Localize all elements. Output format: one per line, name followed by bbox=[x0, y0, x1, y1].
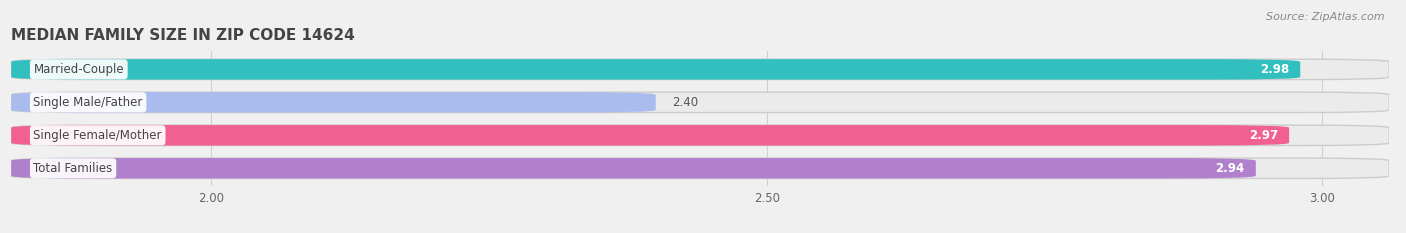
FancyBboxPatch shape bbox=[11, 158, 1256, 178]
FancyBboxPatch shape bbox=[11, 158, 1389, 178]
Text: 2.40: 2.40 bbox=[672, 96, 699, 109]
Text: Single Female/Mother: Single Female/Mother bbox=[34, 129, 162, 142]
Text: MEDIAN FAMILY SIZE IN ZIP CODE 14624: MEDIAN FAMILY SIZE IN ZIP CODE 14624 bbox=[11, 28, 354, 43]
FancyBboxPatch shape bbox=[11, 92, 1389, 113]
FancyBboxPatch shape bbox=[11, 92, 655, 113]
Text: 2.98: 2.98 bbox=[1260, 63, 1289, 76]
FancyBboxPatch shape bbox=[11, 59, 1389, 80]
Text: Married-Couple: Married-Couple bbox=[34, 63, 124, 76]
FancyBboxPatch shape bbox=[11, 125, 1289, 146]
Text: Source: ZipAtlas.com: Source: ZipAtlas.com bbox=[1267, 12, 1385, 22]
FancyBboxPatch shape bbox=[11, 125, 1389, 146]
Text: Total Families: Total Families bbox=[34, 162, 112, 175]
Text: 2.94: 2.94 bbox=[1215, 162, 1244, 175]
Text: 2.97: 2.97 bbox=[1249, 129, 1278, 142]
Text: Single Male/Father: Single Male/Father bbox=[34, 96, 143, 109]
FancyBboxPatch shape bbox=[11, 59, 1301, 80]
